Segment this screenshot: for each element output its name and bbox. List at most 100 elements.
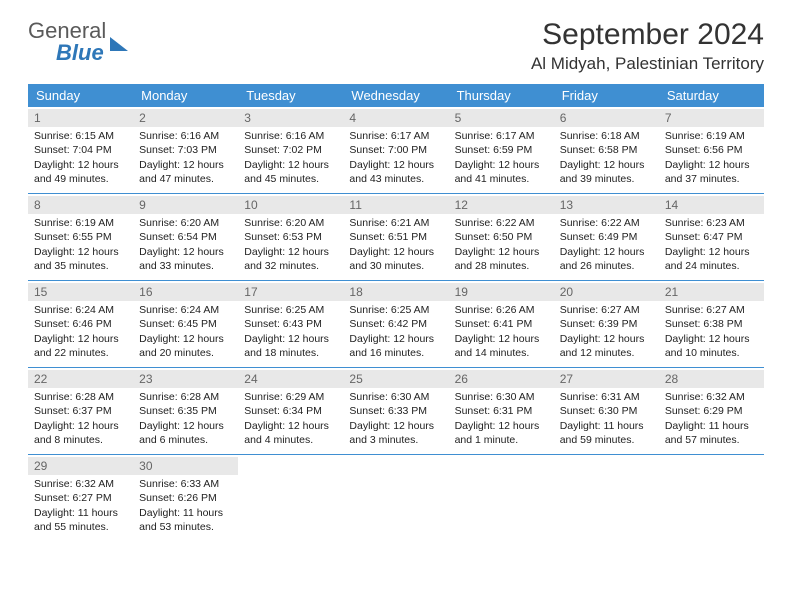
calendar-cell: 9Sunrise: 6:20 AMSunset: 6:54 PMDaylight… xyxy=(133,194,238,280)
calendar-cell xyxy=(449,455,554,541)
day-number: 8 xyxy=(28,196,133,214)
daylight-line: Daylight: 12 hours and 32 minutes. xyxy=(244,245,337,273)
sunrise-line: Sunrise: 6:28 AM xyxy=(34,390,127,404)
calendar-cell: 28Sunrise: 6:32 AMSunset: 6:29 PMDayligh… xyxy=(659,368,764,454)
daylight-line: Daylight: 11 hours and 53 minutes. xyxy=(139,506,232,534)
day-number: 10 xyxy=(238,196,343,214)
sunset-line: Sunset: 6:56 PM xyxy=(665,143,758,157)
calendar-week: 1 Sunrise: 6:15 AMSunset: 7:04 PM Daylight… xyxy=(28,107,764,194)
calendar-cell: 17 Sunrise: 6:25 AMSunset: 6:43 PMDayligh… xyxy=(238,281,343,367)
calendar-cell: 12Sunrise: 6:22 AMSunset: 6:50 PMDayligh… xyxy=(449,194,554,280)
calendar-cell: 21Sunrise: 6:27 AMSunset: 6:38 PMDayligh… xyxy=(659,281,764,367)
calendar: SundayMondayTuesdayWednesdayThursdayFrid… xyxy=(28,84,764,541)
day-number: 15 xyxy=(28,283,133,301)
calendar-cell: 15Sunrise: 6:24 AMSunset: 6:46 PMDayligh… xyxy=(28,281,133,367)
calendar-week: 8Sunrise: 6:19 AMSunset: 6:55 PMDaylight… xyxy=(28,194,764,281)
daylight-line: Daylight: 12 hours and 12 minutes. xyxy=(560,332,653,360)
daylight-line: Daylight: 12 hours and 24 minutes. xyxy=(665,245,758,273)
day-number: 30 xyxy=(133,457,238,475)
sunset-line: Sunset: 6:26 PM xyxy=(139,491,232,505)
calendar-cell xyxy=(659,455,764,541)
calendar-cell: 30 Sunrise: 6:33 AMSunset: 6:26 PMDayligh… xyxy=(133,455,238,541)
sunrise-line: Sunrise: 6:16 AM xyxy=(139,129,232,143)
sunset-line: Sunset: 6:59 PM xyxy=(455,143,548,157)
daylight-line: Daylight: 12 hours and 30 minutes. xyxy=(349,245,442,273)
calendar-cell: 11Sunrise: 6:21 AMSunset: 6:51 PMDayligh… xyxy=(343,194,448,280)
sunset-line: Sunset: 6:31 PM xyxy=(455,404,548,418)
calendar-cell: 13Sunrise: 6:22 AMSunset: 6:49 PMDayligh… xyxy=(554,194,659,280)
sunrise-line: Sunrise: 6:21 AM xyxy=(349,216,442,230)
sunrise-line: Sunrise: 6:15 AM xyxy=(34,129,127,143)
calendar-cell xyxy=(238,455,343,541)
sunrise-line: Sunrise: 6:33 AM xyxy=(139,477,232,491)
location: Al Midyah, Palestinian Territory xyxy=(531,54,764,74)
calendar-cell: 29Sunrise: 6:32 AMSunset: 6:27 PMDayligh… xyxy=(28,455,133,541)
weekday-label: Tuesday xyxy=(238,84,343,107)
calendar-week: 15 Sunrise: 6:24 AM Sunset: 6:46 PM Dayligh… xyxy=(28,281,764,368)
calendar-cell: 6Sunrise: 6:18 AMSunset: 6:58 PMDaylight… xyxy=(554,107,659,193)
day-number: 12 xyxy=(449,196,554,214)
day-number: 24 xyxy=(238,370,343,388)
sunrise-line: Sunrise: 6:25 AM xyxy=(349,303,442,317)
sunset-line: Sunset: 6:46 PM xyxy=(34,317,127,331)
daylight-line: Daylight: 12 hours and 6 minutes. xyxy=(139,419,232,447)
calendar-cell: 19Sunrise: 6:26 AMSunset: 6:41 PMDayligh… xyxy=(449,281,554,367)
calendar-cell: 22Sunrise: 6:28 AMSunset: 6:37 PMDayligh… xyxy=(28,368,133,454)
daylight-line: Daylight: 12 hours and 43 minutes. xyxy=(349,158,442,186)
calendar-cell: 25Sunrise: 6:30 AMSunset: 6:33 PMDayligh… xyxy=(343,368,448,454)
day-number: 7 xyxy=(659,109,764,127)
sunrise-line: Sunrise: 6:18 AM xyxy=(560,129,653,143)
day-number: 9 xyxy=(133,196,238,214)
calendar-cell: 2Sunrise: 6:16 AMSunset: 7:03 PMDaylight… xyxy=(133,107,238,193)
sunset-line: Sunset: 6:30 PM xyxy=(560,404,653,418)
sunrise-line: Sunrise: 6:20 AM xyxy=(139,216,232,230)
sunset-line: Sunset: 7:04 PM xyxy=(34,143,127,157)
sunset-line: Sunset: 6:58 PM xyxy=(560,143,653,157)
daylight-line: Daylight: 12 hours and 35 minutes. xyxy=(34,245,127,273)
calendar-cell: 5Sunrise: 6:17 AMSunset: 6:59 PMDaylight… xyxy=(449,107,554,193)
sunrise-line: Sunrise: 6:25 AM xyxy=(244,303,337,317)
sunset-line: Sunset: 6:38 PM xyxy=(665,317,758,331)
sunrise-line: Sunrise: 6:24 AM xyxy=(139,303,232,317)
calendar-cell: 1Sunrise: 6:15 AMSunset: 7:04 PMDaylight… xyxy=(28,107,133,193)
sunset-line: Sunset: 6:39 PM xyxy=(560,317,653,331)
sunrise-line: Sunrise: 6:19 AM xyxy=(665,129,758,143)
day-number: 26 xyxy=(449,370,554,388)
day-number: 21 xyxy=(659,283,764,301)
day-number: 11 xyxy=(343,196,448,214)
sunset-line: Sunset: 7:03 PM xyxy=(139,143,232,157)
daylight-line: Daylight: 12 hours and 1 minute. xyxy=(455,419,548,447)
daylight-line: Daylight: 12 hours and 8 minutes. xyxy=(34,419,127,447)
sunrise-line: Sunrise: 6:29 AM xyxy=(244,390,337,404)
calendar-cell: 16Sunrise: 6:24 AMSunset: 6:45 PMDayligh… xyxy=(133,281,238,367)
day-number: 19 xyxy=(449,283,554,301)
sunset-line: Sunset: 6:37 PM xyxy=(34,404,127,418)
sunrise-line: Sunrise: 6:16 AM xyxy=(244,129,337,143)
month-title: September 2024 xyxy=(531,18,764,52)
daylight-line: Daylight: 11 hours and 59 minutes. xyxy=(560,419,653,447)
day-number: 2 xyxy=(133,109,238,127)
daylight-line: Daylight: 11 hours and 57 minutes. xyxy=(665,419,758,447)
sunset-line: Sunset: 6:41 PM xyxy=(455,317,548,331)
sunrise-line: Sunrise: 6:26 AM xyxy=(455,303,548,317)
sunset-line: Sunset: 6:43 PM xyxy=(244,317,337,331)
calendar-cell: 10Sunrise: 6:20 AMSunset: 6:53 PMDayligh… xyxy=(238,194,343,280)
daylight-line: Daylight: 12 hours and 3 minutes. xyxy=(349,419,442,447)
day-number: 13 xyxy=(554,196,659,214)
calendar-cell: 4Sunrise: 6:17 AMSunset: 7:00 PMDaylight… xyxy=(343,107,448,193)
sunrise-line: Sunrise: 6:28 AM xyxy=(139,390,232,404)
daylight-line: Daylight: 12 hours and 18 minutes. xyxy=(244,332,337,360)
sunrise-line: Sunrise: 6:17 AM xyxy=(349,129,442,143)
daylight-line: Daylight: 11 hours and 55 minutes. xyxy=(34,506,127,534)
calendar-cell: 14Sunrise: 6:23 AMSunset: 6:47 PMDayligh… xyxy=(659,194,764,280)
day-number: 1 xyxy=(28,109,133,127)
day-number: 20 xyxy=(554,283,659,301)
calendar-cell: 27Sunrise: 6:31 AMSunset: 6:30 PMDayligh… xyxy=(554,368,659,454)
brand-triangle-icon xyxy=(110,37,128,51)
sunrise-line: Sunrise: 6:22 AM xyxy=(455,216,548,230)
sunrise-line: Sunrise: 6:22 AM xyxy=(560,216,653,230)
day-number: 17 xyxy=(238,283,343,301)
sunrise-line: Sunrise: 6:32 AM xyxy=(34,477,127,491)
sunrise-line: Sunrise: 6:17 AM xyxy=(455,129,548,143)
daylight-line: Daylight: 12 hours and 37 minutes. xyxy=(665,158,758,186)
